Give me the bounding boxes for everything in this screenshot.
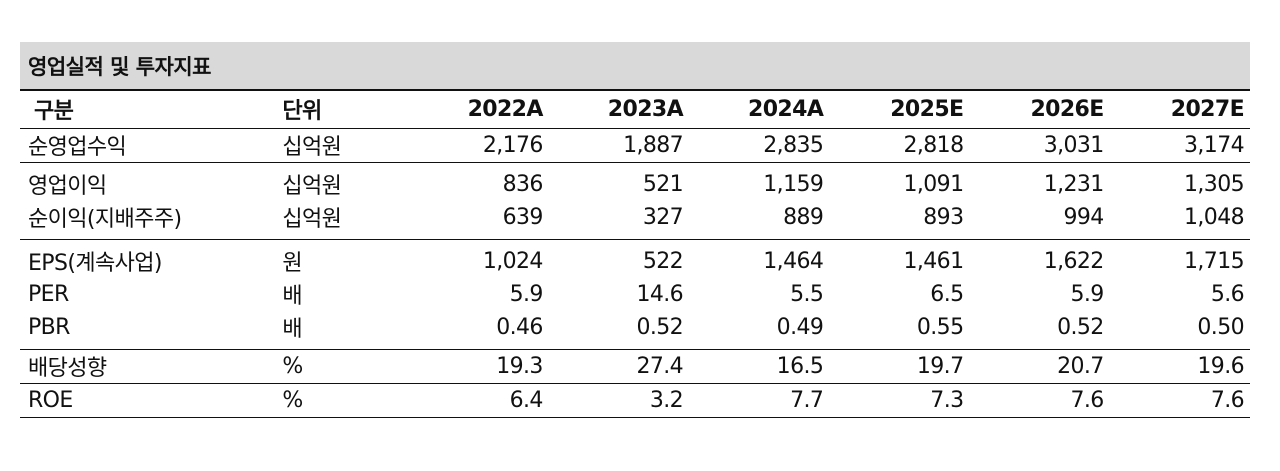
cell-value: 1,231: [1043, 171, 1105, 197]
row-unit: %: [282, 353, 303, 379]
table-row: EPS(계속사업) 원 1,024 522 1,464 1,461 1,622 …: [20, 239, 1250, 278]
table-row: 순이익(지배주주) 십억원 639 327 889 893 994 1,048: [20, 201, 1250, 239]
header-year: 2024A: [748, 96, 824, 122]
financial-table: 영업실적 및 투자지표 구분 단위 2022A 2023A 2024A 2025…: [20, 42, 1250, 418]
row-label: 순이익(지배주주): [28, 207, 182, 232]
cell-value: 27.4: [636, 353, 684, 379]
row-unit: 배: [282, 317, 303, 342]
cell-value: 19.3: [496, 353, 543, 379]
cell-value: 5.9: [509, 281, 544, 307]
cell-value: 19.6: [1197, 353, 1244, 379]
cell-value: 6.4: [509, 387, 544, 413]
cell-value: 3,174: [1184, 132, 1245, 158]
cell-value: 2,818: [903, 132, 965, 158]
cell-value: 16.5: [776, 353, 824, 379]
table-row: 순영업수익 십억원 2,176 1,887 2,835 2,818 3,031 …: [20, 128, 1250, 162]
cell-value: 1,048: [1184, 204, 1245, 230]
cell-value: 521: [642, 171, 684, 197]
row-label: 순영업수익: [28, 135, 127, 160]
table-row: PBR 배 0.46 0.52 0.49 0.55 0.52 0.50: [20, 311, 1250, 349]
cell-value: 7.6: [1070, 387, 1105, 413]
cell-value: 0.55: [916, 314, 964, 340]
table-row: ROE % 6.4 3.2 7.7 7.3 7.6 7.6: [20, 383, 1250, 417]
table-row: PER 배 5.9 14.6 5.5 6.5 5.9 5.6: [20, 278, 1250, 311]
cell-value: 7.6: [1210, 387, 1245, 413]
cell-value: 1,024: [482, 248, 544, 274]
cell-value: 522: [642, 248, 684, 274]
row-label: PER: [28, 281, 69, 307]
row-label: PBR: [28, 314, 70, 340]
cell-value: 1,622: [1043, 248, 1105, 274]
cell-value: 5.5: [790, 281, 824, 307]
row-unit: 십억원: [282, 174, 342, 199]
cell-value: 5.6: [1210, 281, 1245, 307]
cell-value: 327: [642, 204, 684, 230]
cell-value: 0.52: [1057, 314, 1104, 340]
cell-value: 19.7: [916, 353, 964, 379]
header-year: 2027E: [1170, 96, 1245, 122]
cell-value: 1,461: [903, 248, 965, 274]
cell-value: 639: [502, 204, 544, 230]
header-row: 구분 단위 2022A 2023A 2024A 2025E 2026E 2027…: [20, 90, 1250, 128]
cell-value: 836: [502, 171, 544, 197]
cell-value: 2,835: [763, 132, 824, 158]
header-year: 2023A: [607, 96, 684, 122]
header-year: 2026E: [1030, 96, 1104, 122]
cell-value: 3.2: [649, 387, 684, 413]
cell-value: 1,464: [763, 248, 824, 274]
table-row: 영업이익 십억원 836 521 1,159 1,091 1,231 1,305: [20, 162, 1250, 201]
row-label: 영업이익: [28, 174, 107, 199]
cell-value: 1,305: [1184, 171, 1245, 197]
row-unit: %: [282, 387, 303, 413]
cell-value: 1,091: [903, 171, 965, 197]
row-unit: 원: [282, 251, 303, 276]
cell-value: 7.3: [930, 387, 964, 413]
header-label: 구분: [34, 99, 74, 125]
table-title: 영업실적 및 투자지표: [20, 42, 1250, 89]
row-unit: 십억원: [282, 135, 342, 160]
cell-value: 5.9: [1070, 281, 1105, 307]
cell-value: 994: [1063, 204, 1105, 230]
cell-value: 0.52: [636, 314, 684, 340]
cell-value: 7.7: [790, 387, 824, 413]
cell-value: 889: [783, 204, 824, 230]
cell-value: 6.5: [930, 281, 964, 307]
cell-value: 3,031: [1043, 132, 1105, 158]
table-row: 배당성향 % 19.3 27.4 16.5 19.7 20.7 19.6: [20, 349, 1250, 383]
row-label: 배당성향: [28, 356, 107, 381]
cell-value: 20.7: [1057, 353, 1104, 379]
cell-value: 0.46: [496, 314, 543, 340]
header-unit: 단위: [282, 99, 322, 125]
header-year: 2025E: [890, 96, 964, 122]
cell-value: 893: [923, 204, 964, 230]
cell-value: 14.6: [636, 281, 684, 307]
cell-value: 0.50: [1197, 314, 1244, 340]
row-label: ROE: [28, 387, 73, 413]
cell-value: 0.49: [776, 314, 824, 340]
row-unit: 배: [282, 284, 303, 309]
cell-value: 2,176: [482, 132, 544, 158]
cell-value: 1,715: [1184, 248, 1245, 274]
cell-value: 1,159: [763, 171, 824, 197]
row-label: EPS(계속사업): [28, 251, 162, 276]
data-table: 구분 단위 2022A 2023A 2024A 2025E 2026E 2027…: [20, 89, 1250, 418]
cell-value: 1,887: [623, 132, 684, 158]
row-unit: 십억원: [282, 207, 342, 232]
header-year: 2022A: [467, 96, 544, 122]
